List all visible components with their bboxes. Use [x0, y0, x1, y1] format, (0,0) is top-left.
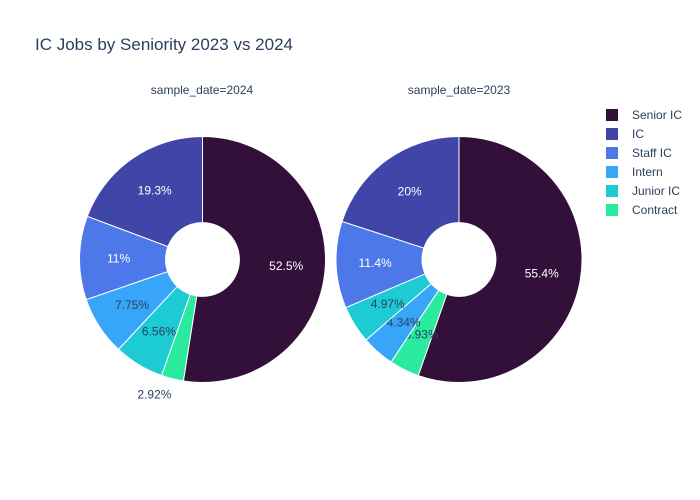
- legend-swatch-intern[interactable]: [606, 166, 618, 178]
- chart-title: IC Jobs by Seniority 2023 vs 2024: [35, 35, 293, 54]
- legend-swatch-staff-ic[interactable]: [606, 147, 618, 159]
- pie-2023-label-senior-ic: 55.4%: [525, 267, 559, 281]
- pie-2023: sample_date=2023 55.4% 3.93%4.34% 4.97% 11.…: [335, 83, 583, 383]
- pie-2024: sample_date=2024 52.5% 2.92% 6.56% 7.75% 11%…: [79, 83, 326, 401]
- legend-label-senior-ic[interactable]: Senior IC: [632, 108, 682, 122]
- pie-2023-subtitle: sample_date=2023: [408, 83, 511, 97]
- legend-label-intern[interactable]: Intern: [632, 165, 663, 179]
- pie-2023-label-junior-ic: 4.97%: [371, 297, 405, 311]
- legend-label-junior-ic[interactable]: Junior IC: [632, 184, 680, 198]
- legend-swatch-junior-ic[interactable]: [606, 185, 618, 197]
- pie-2023-label-intern: 4.34%: [387, 316, 421, 330]
- pie-2023-label-contract: 3.93%: [405, 328, 439, 342]
- pie-2023-label-staff-ic: 11.4%: [359, 256, 392, 270]
- pie-2024-subtitle: sample_date=2024: [151, 83, 254, 97]
- pie-2024-slice-ic[interactable]: [86, 135, 203, 248]
- legend-label-staff-ic[interactable]: Staff IC: [632, 146, 672, 160]
- pie-2024-label-junior-ic: 6.56%: [142, 324, 176, 338]
- legend-swatch-contract[interactable]: [606, 204, 618, 216]
- legend-label-contract[interactable]: Contract: [632, 203, 678, 217]
- legend-swatch-ic[interactable]: [606, 128, 618, 140]
- pie-2024-slice-senior-ic[interactable]: [182, 135, 326, 383]
- legend-swatch-senior-ic[interactable]: [606, 109, 618, 121]
- legend: Senior IC IC Staff IC Intern Junior IC Contra…: [606, 108, 682, 217]
- pie-2024-label-staff-ic: 11%: [107, 251, 130, 265]
- pie-2024-label-senior-ic: 52.5%: [269, 259, 303, 273]
- pie-2023-slice-ic[interactable]: [341, 135, 460, 249]
- pie-2024-label-contract: 2.92%: [137, 387, 171, 401]
- pie-2023-label-ic: 20%: [398, 185, 422, 199]
- pie-2024-label-intern: 7.75%: [115, 298, 149, 312]
- legend-label-ic[interactable]: IC: [632, 127, 644, 141]
- pie-2024-label-ic: 19.3%: [138, 184, 172, 198]
